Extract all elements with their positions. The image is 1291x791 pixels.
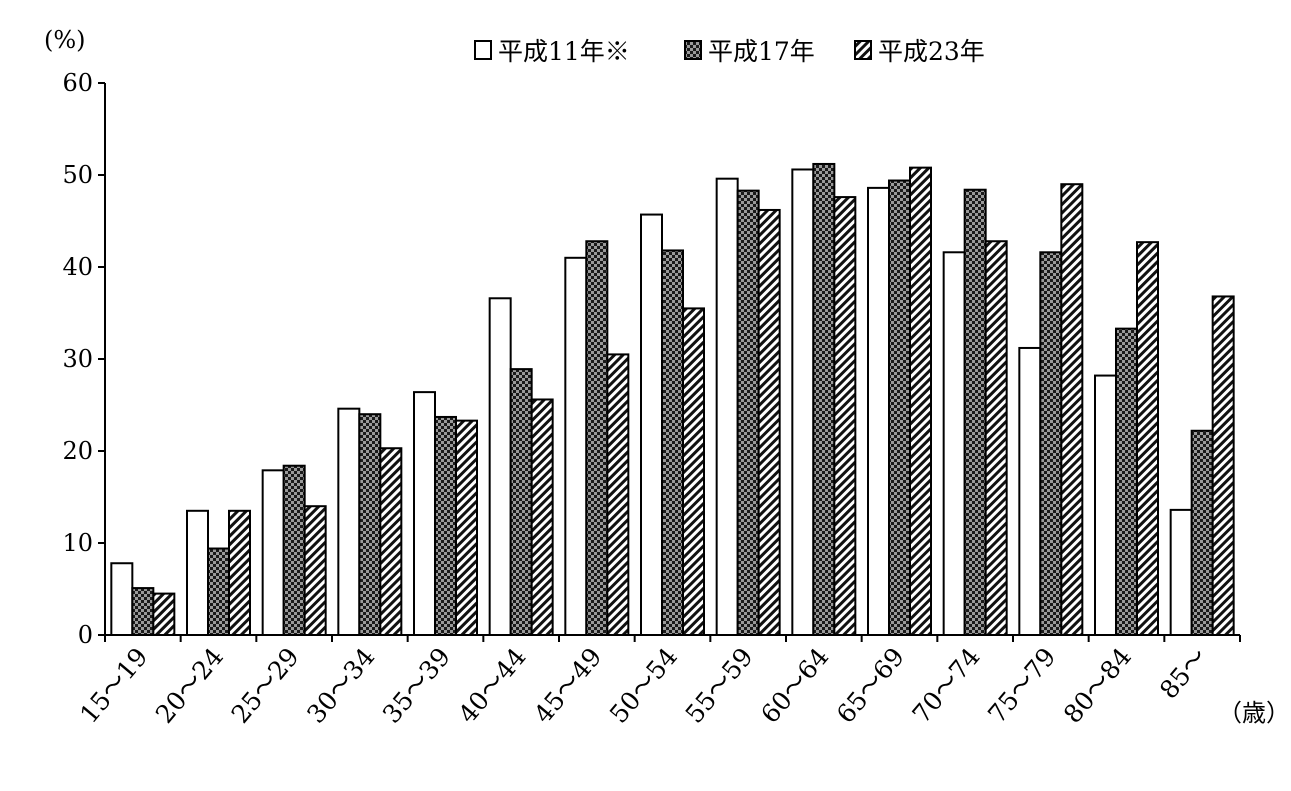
bar-2-10 [812,162,836,637]
bar-1-11 [867,186,890,636]
x-tick-label: 25～29 [226,642,305,729]
x-axis: 15～1920～2425～2930～3435～3940～4445～4950～54… [74,634,1241,729]
legend-label-1: 平成11年※ [498,37,630,66]
bar-2-15 [1190,429,1214,637]
legend-label-3: 平成23年 [878,37,985,66]
bar-2-3 [282,464,306,636]
legend-swatch-2 [684,40,702,60]
legend-swatch-3 [854,40,872,60]
bar-2-12 [963,188,987,636]
bar-2-13 [1039,251,1063,636]
y-tick-label: 0 [78,621,93,649]
bar-1-10 [791,168,815,636]
x-tick-label: 85～ [1154,642,1213,704]
x-tick-label: 35～39 [377,642,456,729]
x-tick-label: 50～54 [604,642,683,729]
x-tick-label: 40～44 [453,642,532,729]
bar-3-6 [530,398,554,637]
bar-3-7 [606,353,630,636]
bar-1-7 [564,256,588,636]
x-tick-label: 65～69 [831,642,910,729]
bar-2-9 [736,189,760,636]
bar-1-14 [1094,374,1117,636]
bar-3-15 [1211,295,1235,636]
bar-2-2 [207,547,230,637]
y-tick-label: 30 [62,345,93,373]
x-tick-label: 15～19 [74,642,153,729]
bar-2-4 [358,413,382,637]
bar-3-12 [984,240,1008,637]
x-tick-label: 55～59 [680,642,759,729]
bar-3-8 [682,307,705,636]
x-tick-label: 75～79 [982,642,1061,729]
legend: 平成11年※ 平成17年 平成23年 [474,37,985,66]
bar-1-6 [488,297,512,636]
y-tick-label: 60 [62,69,93,97]
y-tick-label: 40 [62,253,93,281]
bar-1-9 [715,177,739,636]
x-tick-label: 20～24 [150,642,229,729]
bar-1-2 [186,509,209,636]
legend-item-3: 平成23年 [854,37,985,66]
y-unit-label: (%) [44,26,86,54]
bar-2-7 [585,240,609,637]
x-tick-label: 30～34 [301,642,380,729]
bar-2-14 [1115,327,1138,636]
bars [110,162,1235,637]
x-tick-label: 80～84 [1058,642,1137,729]
bar-3-10 [833,196,857,637]
bar-3-2 [228,509,251,636]
bar-3-11 [909,166,932,636]
bar-2-6 [509,368,533,636]
x-unit-label: （歳） [1218,699,1290,727]
bar-1-4 [337,407,361,636]
bar-3-5 [455,419,478,637]
bar-1-5 [413,391,436,636]
y-tick-label: 10 [62,529,93,557]
bar-3-1 [152,592,176,636]
bar-3-4 [379,447,403,636]
bar-1-8 [640,213,663,636]
bar-2-1 [131,587,155,637]
bar-1-12 [942,251,966,636]
x-tick-label: 45～49 [528,642,607,729]
legend-swatch-1 [474,40,492,60]
legend-label-2: 平成17年 [708,37,815,66]
bar-3-3 [303,505,327,637]
x-tick-label: 60～64 [755,642,834,729]
y-tick-label: 50 [62,161,93,189]
bar-1-13 [1018,346,1042,636]
bar-3-9 [757,208,781,637]
bar-2-11 [888,179,911,637]
bar-3-13 [1060,183,1084,636]
bar-1-15 [1169,508,1193,637]
legend-item-1: 平成11年※ [474,37,630,66]
y-tick-label: 20 [62,437,93,465]
y-axis: 0 10 20 30 40 50 60 [62,69,106,649]
legend-item-2: 平成17年 [684,37,815,66]
x-tick-label: 70～74 [907,642,986,729]
bar-2-8 [661,249,684,636]
bar-3-14 [1136,241,1159,636]
bar-1-1 [110,562,134,636]
bar-1-3 [261,469,285,636]
bar-2-5 [434,415,457,636]
